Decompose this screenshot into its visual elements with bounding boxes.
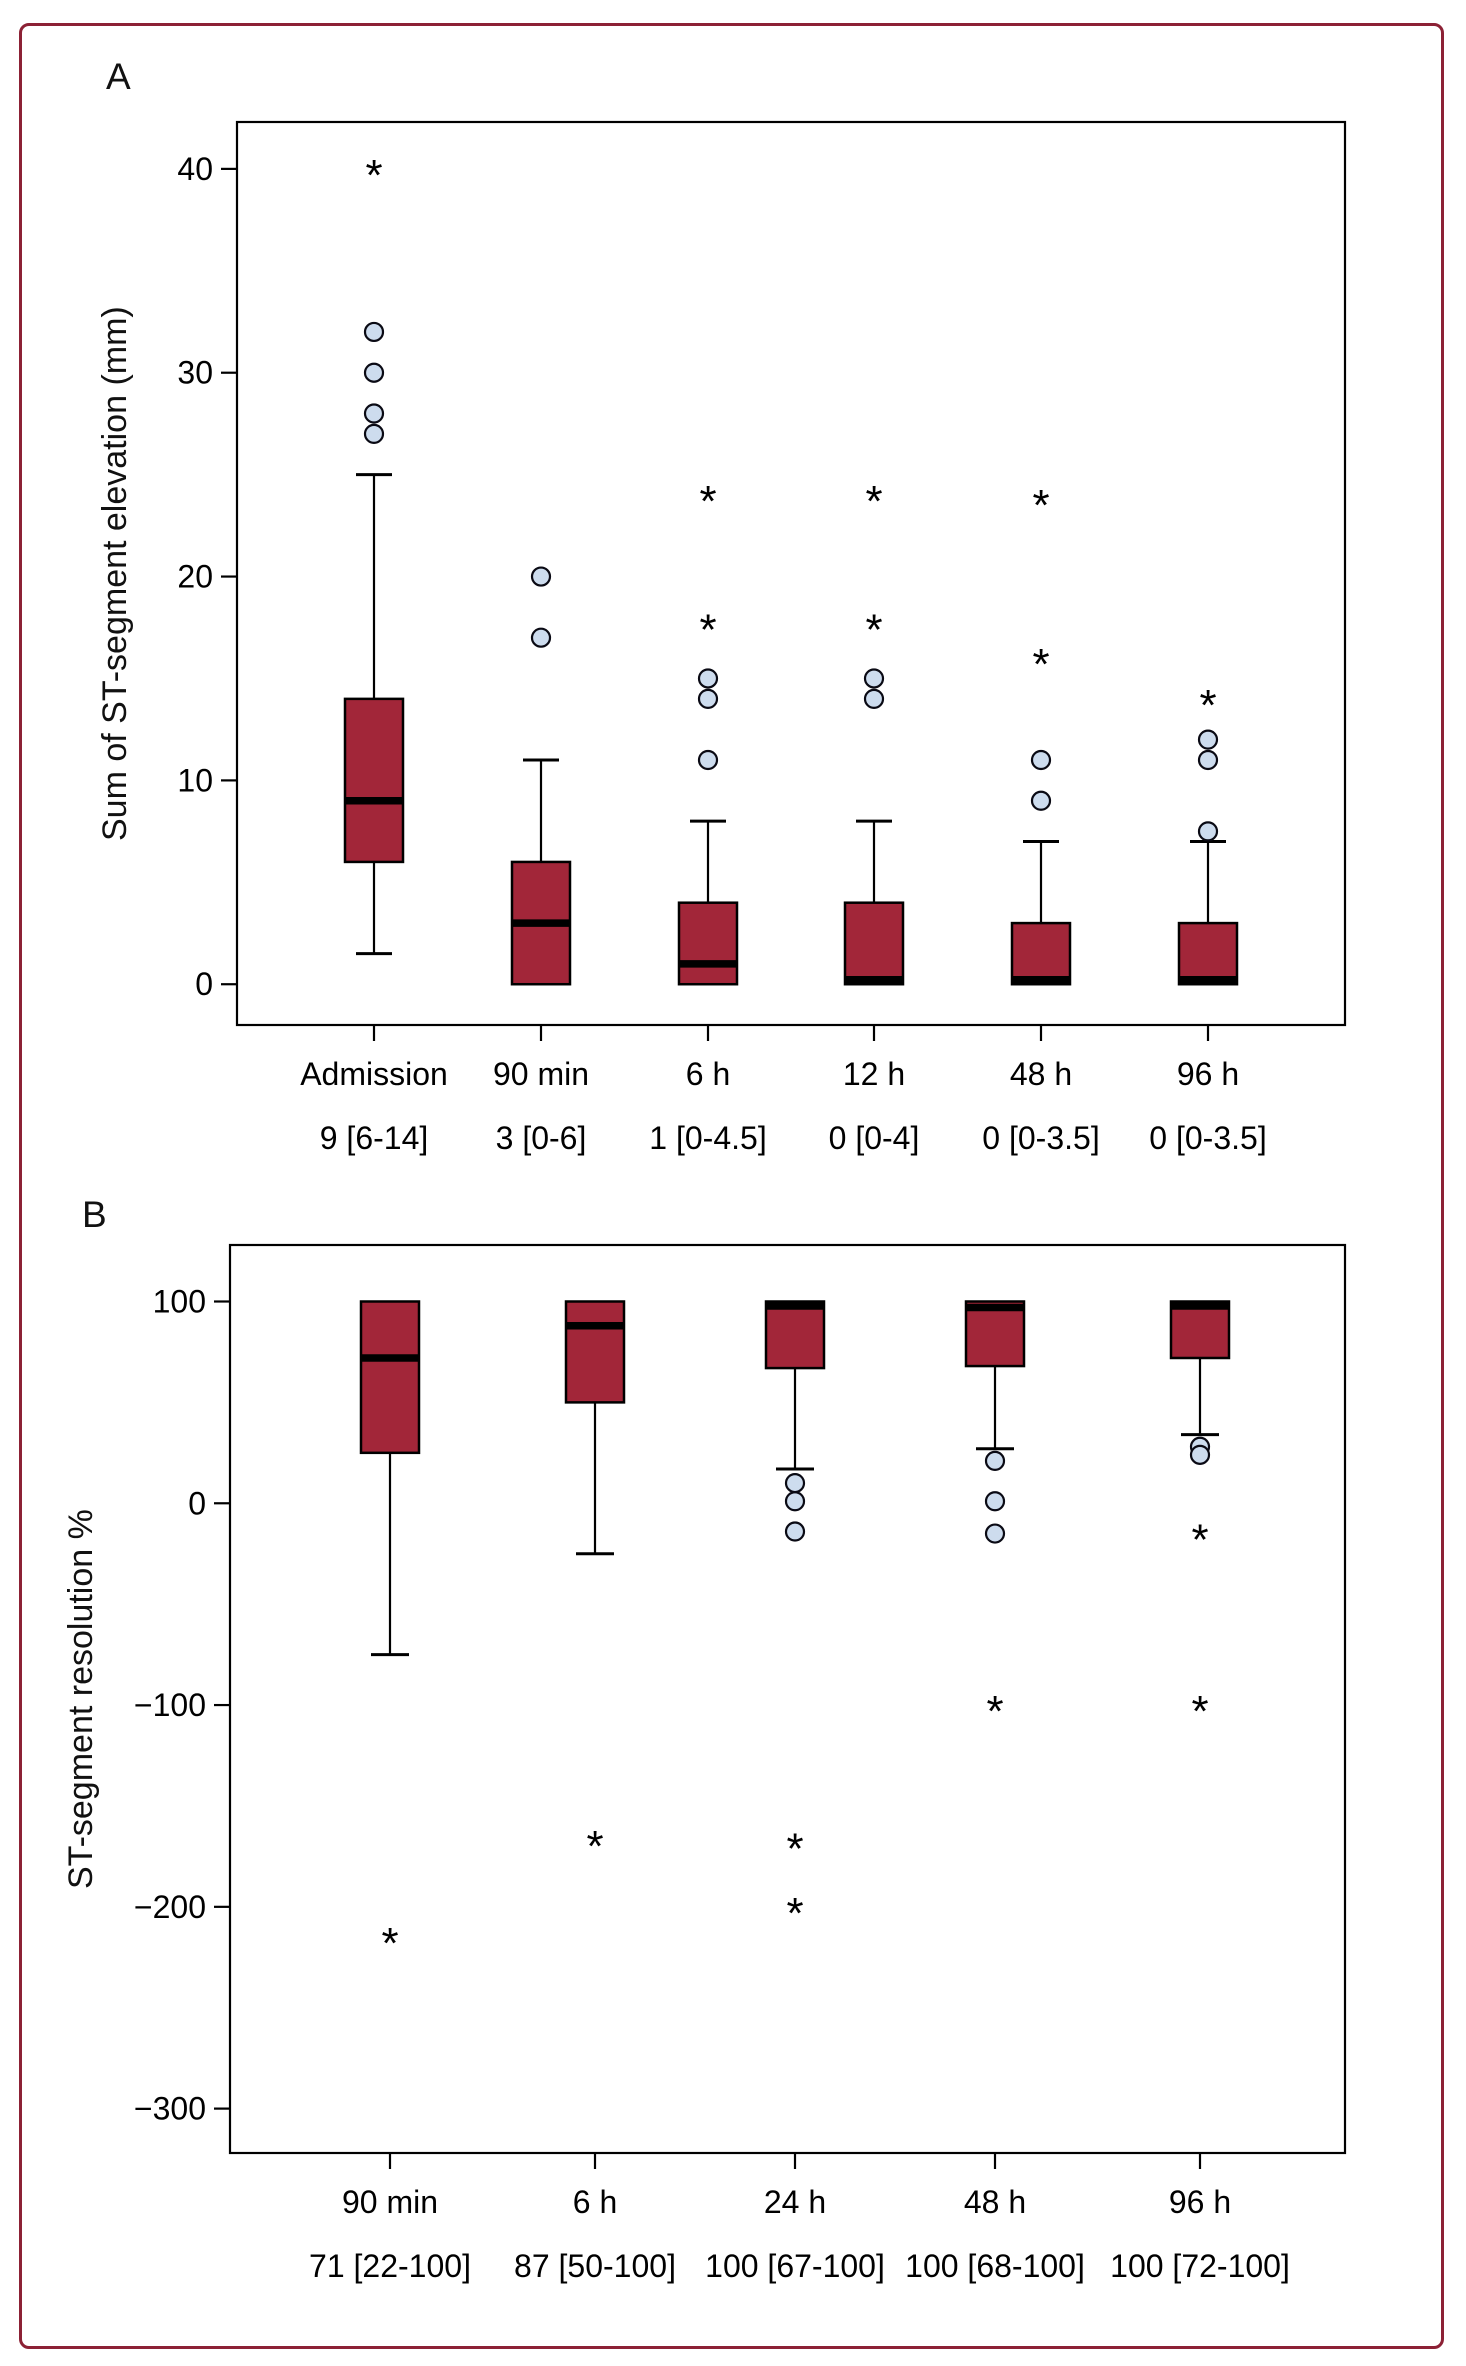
median-iqr-label: 9 [6-14] — [320, 1120, 429, 1156]
panel-b-label: B — [82, 1194, 107, 1235]
outlier-star: * — [1191, 1516, 1208, 1565]
outlier-star: * — [699, 477, 716, 526]
y-tick-label: 30 — [177, 355, 213, 391]
outlier-circle — [697, 668, 719, 689]
outlier-circle — [784, 1472, 806, 1494]
outlier-star: * — [786, 1889, 803, 1938]
outlier-circle — [863, 688, 885, 709]
y-tick-label: −300 — [134, 2091, 206, 2127]
category-label: 90 min — [493, 1056, 589, 1092]
outlier-star: * — [586, 1822, 603, 1871]
y-tick-label: −200 — [134, 1889, 206, 1925]
outlier-star: * — [381, 1919, 398, 1968]
outlier-circle — [363, 321, 385, 343]
median-iqr-label: 0 [0-4] — [829, 1120, 920, 1156]
outlier-star: * — [699, 605, 716, 654]
outlier-circle — [784, 1521, 806, 1542]
box — [1177, 921, 1239, 986]
median-iqr-label: 1 [0-4.5] — [649, 1120, 766, 1156]
outlier-circle — [363, 423, 385, 444]
box — [677, 901, 739, 986]
category-label: 6 h — [686, 1056, 730, 1092]
outlier-circle — [530, 627, 552, 648]
plot-frame — [228, 1243, 1347, 2155]
panel-a-y-axis-title: Sum of ST-segment elevation (mm) — [96, 306, 134, 841]
median-iqr-label: 100 [67-100] — [705, 2248, 885, 2284]
category-label: 24 h — [764, 2184, 826, 2220]
panel-b-y-axis-title: ST-segment resolution % — [62, 1509, 100, 1889]
outlier-star: * — [1199, 681, 1216, 730]
y-tick-label: 10 — [177, 762, 213, 798]
plot-frame — [235, 120, 1347, 1027]
category-label: Admission — [300, 1056, 448, 1092]
outlier-circle — [984, 1491, 1006, 1512]
outlier-circle — [1197, 729, 1219, 750]
box — [1010, 921, 1072, 986]
outlier-circle — [530, 566, 552, 587]
category-label: 96 h — [1169, 2184, 1231, 2220]
box — [964, 1300, 1026, 1368]
outlier-circle — [784, 1491, 806, 1512]
outlier-star: * — [786, 1824, 803, 1873]
outlier-circle — [363, 403, 385, 424]
median-iqr-label: 0 [0-3.5] — [1149, 1120, 1266, 1156]
category-label: 96 h — [1177, 1056, 1239, 1092]
median-iqr-label: 100 [68-100] — [905, 2248, 1085, 2284]
outlier-star: * — [1191, 1687, 1208, 1736]
outlier-star: * — [1032, 481, 1049, 530]
category-label: 6 h — [573, 2184, 617, 2220]
category-label: 48 h — [964, 2184, 1026, 2220]
outlier-circle — [984, 1523, 1006, 1544]
y-tick-label: 40 — [177, 151, 213, 187]
outlier-circle — [863, 668, 885, 689]
median-iqr-label: 3 [0-6] — [496, 1120, 587, 1156]
outlier-circle — [984, 1450, 1006, 1472]
outlier-star: * — [1032, 640, 1049, 689]
box — [343, 697, 405, 864]
outlier-circle — [1197, 749, 1219, 771]
box — [843, 901, 905, 986]
category-label: 12 h — [843, 1056, 905, 1092]
y-tick-label: 20 — [177, 559, 213, 595]
median-iqr-label: 0 [0-3.5] — [982, 1120, 1099, 1156]
outlier-circle — [363, 362, 385, 383]
outlier-star: * — [365, 151, 382, 200]
y-tick-label: −100 — [134, 1687, 206, 1723]
median-iqr-label: 71 [22-100] — [309, 2248, 471, 2284]
y-tick-label: 0 — [195, 966, 213, 1002]
category-label: 48 h — [1010, 1056, 1072, 1092]
outlier-star: * — [865, 605, 882, 654]
box — [1169, 1300, 1231, 1360]
outlier-star: * — [986, 1687, 1003, 1736]
y-tick-label: 100 — [153, 1283, 206, 1319]
outlier-circle — [1189, 1444, 1211, 1465]
y-tick-label: 0 — [188, 1485, 206, 1521]
outlier-circle — [1030, 790, 1052, 811]
box — [359, 1300, 421, 1455]
outlier-star: * — [865, 477, 882, 526]
median-iqr-label: 100 [72-100] — [1110, 2248, 1290, 2284]
outlier-circle — [1030, 749, 1052, 771]
panel-a-label: A — [106, 56, 131, 97]
figure-border — [19, 23, 1444, 2349]
median-iqr-label: 87 [50-100] — [514, 2248, 676, 2284]
category-label: 90 min — [342, 2184, 438, 2220]
outlier-circle — [697, 688, 719, 709]
box — [564, 1300, 626, 1404]
outlier-circle — [697, 749, 719, 771]
box — [764, 1300, 826, 1370]
outlier-circle — [1197, 821, 1219, 842]
